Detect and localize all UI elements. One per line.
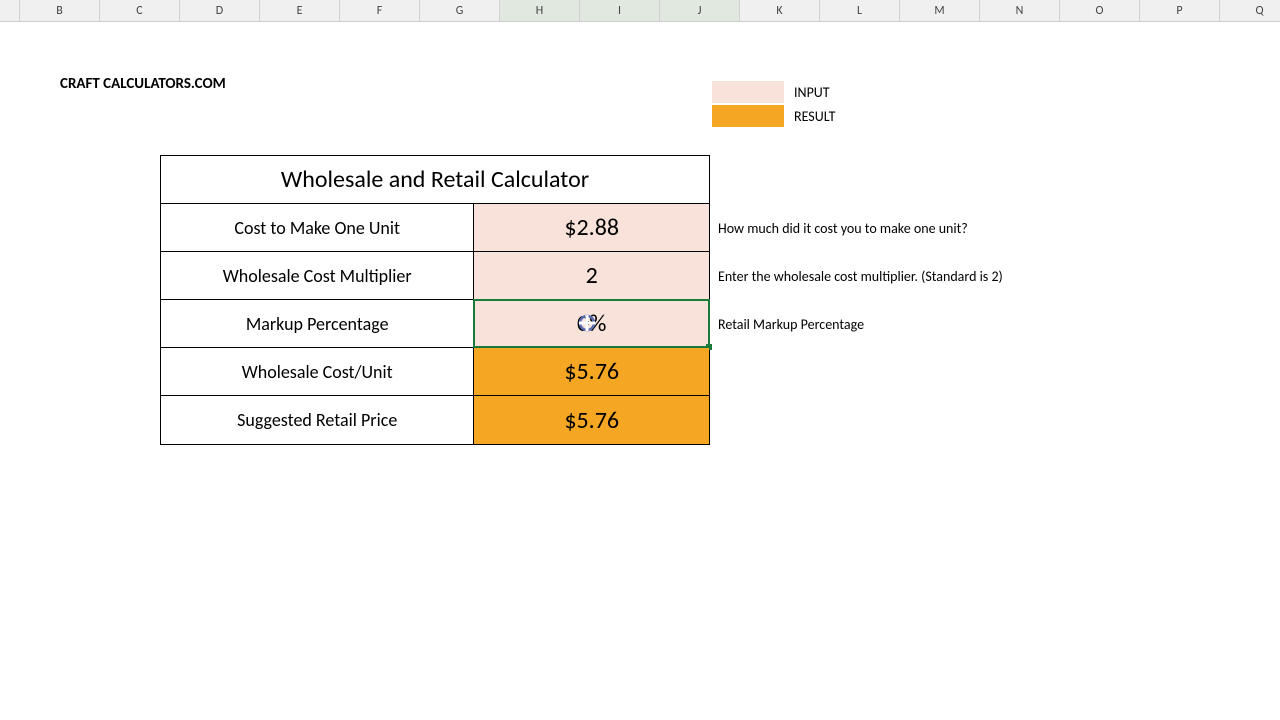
col-header-f[interactable]: F xyxy=(340,0,420,21)
col-header-spacer xyxy=(0,0,20,21)
col-header-b[interactable]: B xyxy=(20,0,100,21)
legend-result-swatch xyxy=(712,105,784,127)
label-cost-unit: Cost to Make One Unit xyxy=(161,204,474,251)
col-header-i[interactable]: I xyxy=(580,0,660,21)
col-header-h[interactable]: H xyxy=(500,0,580,21)
site-title: CRAFT CALCULATORS.COM xyxy=(60,75,226,93)
calculator-table: Wholesale and Retail Calculator Cost to … xyxy=(160,155,710,445)
cell-wholesale-mult[interactable]: 2 xyxy=(474,252,709,299)
row-markup-pct: Markup Percentage 0% xyxy=(161,300,709,348)
col-header-n[interactable]: N xyxy=(980,0,1060,21)
legend-input-label: INPUT xyxy=(794,84,830,101)
row-retail-price: Suggested Retail Price $5.76 xyxy=(161,396,709,444)
table-title-row: Wholesale and Retail Calculator xyxy=(161,156,709,204)
legend-result-label: RESULT xyxy=(794,108,835,125)
cell-wholesale-cost[interactable]: $5.76 xyxy=(474,348,709,395)
legend: INPUT RESULT xyxy=(712,80,835,128)
col-header-m[interactable]: M xyxy=(900,0,980,21)
row-cost-unit: Cost to Make One Unit $2.88 xyxy=(161,204,709,252)
label-markup-pct: Markup Percentage xyxy=(161,300,474,347)
col-header-k[interactable]: K xyxy=(740,0,820,21)
col-header-c[interactable]: C xyxy=(100,0,180,21)
row-wholesale-cost: Wholesale Cost/Unit $5.76 xyxy=(161,348,709,396)
label-wholesale-mult: Wholesale Cost Multiplier xyxy=(161,252,474,299)
legend-input-swatch xyxy=(712,81,784,103)
legend-result-row: RESULT xyxy=(712,104,835,128)
col-header-g[interactable]: G xyxy=(420,0,500,21)
row-wholesale-mult: Wholesale Cost Multiplier 2 xyxy=(161,252,709,300)
cell-markup-pct-value: 0% xyxy=(577,309,606,338)
col-header-p[interactable]: P xyxy=(1140,0,1220,21)
legend-input-row: INPUT xyxy=(712,80,835,104)
cell-cost-unit[interactable]: $2.88 xyxy=(474,204,709,251)
label-retail-price: Suggested Retail Price xyxy=(161,396,474,444)
cell-retail-price[interactable]: $5.76 xyxy=(474,396,709,444)
col-header-e[interactable]: E xyxy=(260,0,340,21)
helper-cost-unit: How much did it cost you to make one uni… xyxy=(718,220,968,237)
helper-markup-pct: Retail Markup Percentage xyxy=(718,316,864,333)
col-header-o[interactable]: O xyxy=(1060,0,1140,21)
col-header-q[interactable]: Q xyxy=(1220,0,1280,21)
cell-markup-pct[interactable]: 0% xyxy=(474,300,709,347)
col-header-j[interactable]: J xyxy=(660,0,740,21)
table-title: Wholesale and Retail Calculator xyxy=(161,156,709,203)
helper-wholesale-mult: Enter the wholesale cost multiplier. (St… xyxy=(718,268,1003,285)
col-header-d[interactable]: D xyxy=(180,0,260,21)
col-header-l[interactable]: L xyxy=(820,0,900,21)
column-headers: B C D E F G H I J K L M N O P Q xyxy=(0,0,1280,22)
label-wholesale-cost: Wholesale Cost/Unit xyxy=(161,348,474,395)
